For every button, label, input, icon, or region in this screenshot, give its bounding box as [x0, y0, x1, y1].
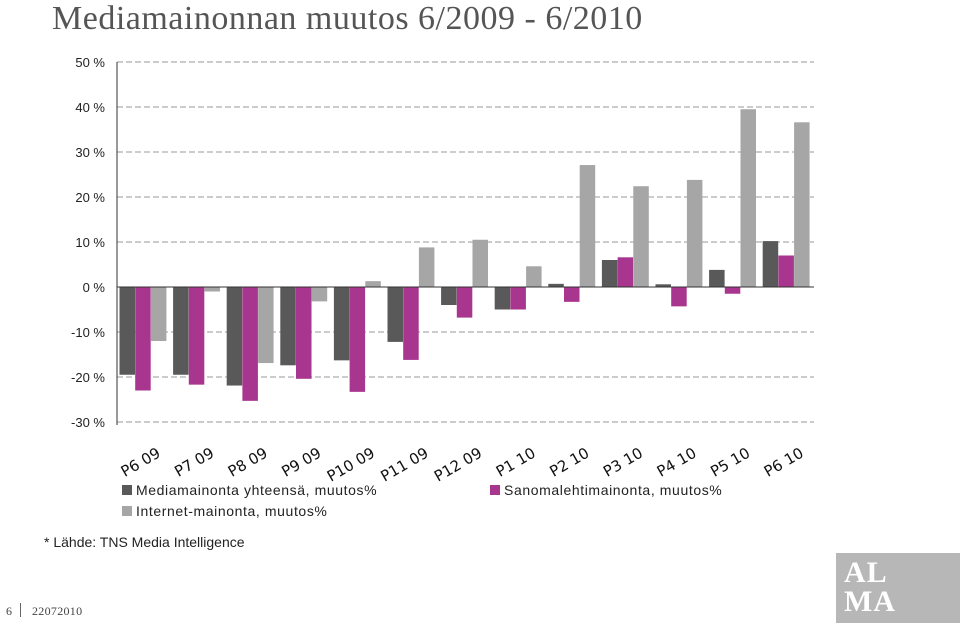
y-tick-label: 20 % [75, 190, 105, 205]
axes [116, 62, 814, 425]
legend-label-internet: Internet-mainonta, muutos% [136, 503, 328, 519]
bar [173, 287, 189, 375]
x-tick-labels: P6 09 P7 09 P8 09 P9 09 P10 09 P11 09 P12 09 P1… [118, 444, 807, 486]
bar [226, 287, 243, 386]
x-tick-label: P3 10 [600, 444, 646, 481]
bar [579, 165, 596, 287]
bar [548, 283, 564, 287]
logo-line-1: AL [844, 556, 888, 589]
bar [655, 284, 671, 287]
legend-item-internet: Internet-mainonta, muutos% [122, 503, 327, 519]
bar [333, 287, 350, 361]
bar [258, 287, 274, 364]
bar [441, 287, 457, 305]
bar [349, 287, 366, 392]
legend-label-media: Mediamainonta yhteensä, muutos% [136, 482, 378, 498]
x-tick-label: P6 09 [118, 444, 164, 481]
y-tick-labels: 50 % 40 % 30 % 20 % 10 % 0 % -10 % -20 % -30 % [71, 55, 105, 430]
logo-line-2: MA [844, 585, 896, 618]
y-tick-label: 30 % [75, 145, 105, 160]
footer-divider [20, 603, 21, 617]
bar [526, 266, 542, 287]
bar [601, 260, 618, 287]
x-tick-label: P12 09 [431, 444, 485, 486]
bar [188, 287, 205, 385]
source-note: * Lähde: TNS Media Intelligence [44, 534, 245, 550]
grid-lines [117, 61, 814, 423]
x-tick-label: P1 10 [493, 444, 539, 481]
legend-swatch-sanoma [490, 485, 500, 495]
bar [709, 269, 725, 287]
x-tick-label: P6 10 [761, 444, 807, 481]
x-tick-label: P10 09 [324, 444, 378, 486]
legend-label-sanoma: Sanomalehtimainonta, muutos% [504, 482, 723, 498]
chart-title: Mediamainonnan muutos 6/2009 - 6/2010 [52, 0, 643, 37]
bar [403, 287, 419, 360]
bar [418, 247, 435, 287]
legend-swatch-media [122, 485, 132, 495]
bar [242, 287, 258, 401]
bar [119, 287, 135, 375]
bar [740, 109, 756, 287]
bar [671, 287, 687, 307]
y-tick-label: 40 % [75, 100, 105, 115]
bar [472, 239, 488, 287]
bar [296, 287, 312, 379]
bar [778, 255, 794, 287]
y-tick-label: 0 % [83, 280, 106, 295]
bar [762, 241, 779, 287]
x-tick-label: P7 09 [171, 444, 217, 481]
legend-swatch-internet [122, 506, 132, 516]
x-tick-label: P2 10 [547, 444, 593, 481]
y-tick-label: 50 % [75, 55, 105, 70]
y-tick-label: -20 % [71, 370, 105, 385]
x-tick-label: P4 10 [654, 444, 700, 481]
bar [564, 287, 580, 302]
bar [686, 179, 703, 287]
alma-logo: AL MA [836, 553, 960, 623]
bar [794, 122, 810, 287]
x-tick-label: P5 10 [707, 444, 753, 481]
bar [387, 287, 403, 342]
y-tick-label: -30 % [71, 415, 105, 430]
bar [150, 287, 167, 341]
bar [204, 287, 220, 292]
footer-date: 22072010 [32, 604, 83, 618]
bar [724, 287, 741, 294]
x-tick-label: P8 09 [225, 444, 271, 481]
legend-item-media: Mediamainonta yhteensä, muutos% [122, 482, 377, 498]
bars [119, 109, 810, 401]
page-number: 6 [6, 604, 12, 618]
bar [494, 287, 511, 310]
bar [135, 287, 151, 391]
bar [617, 257, 634, 287]
bar [280, 287, 296, 366]
x-tick-label: P11 09 [377, 444, 431, 486]
bar-chart: 50 % 40 % 30 % 20 % 10 % 0 % -10 % -20 % -30 % P… [71, 55, 814, 486]
legend-item-sanoma: Sanomalehtimainonta, muutos% [490, 482, 722, 498]
y-tick-label: -10 % [71, 325, 105, 340]
bar [510, 287, 526, 310]
y-tick-label: 10 % [75, 235, 105, 250]
bar [633, 186, 649, 287]
bar [311, 287, 328, 302]
bar [456, 287, 473, 318]
x-tick-label: P9 09 [279, 444, 325, 481]
bar [365, 281, 381, 287]
